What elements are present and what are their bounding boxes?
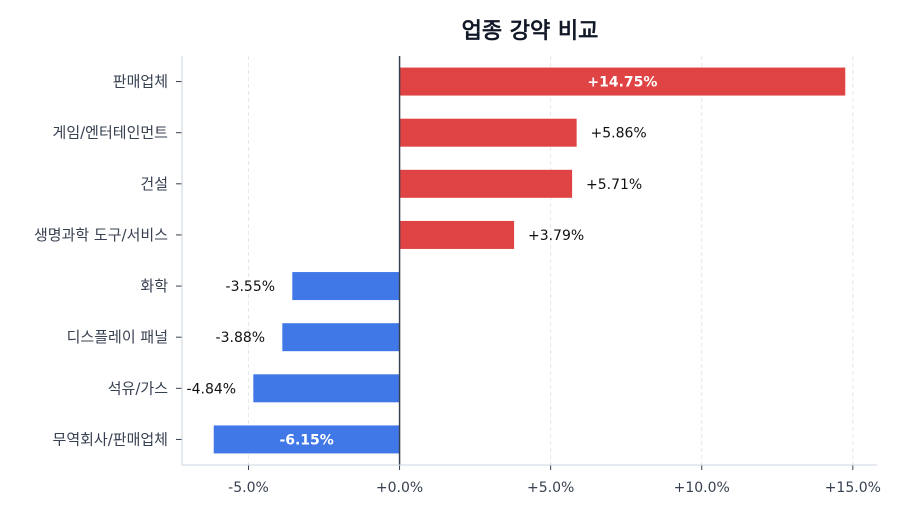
data-label: +3.79% [528, 228, 584, 244]
bar [399, 118, 577, 147]
bar [399, 220, 515, 249]
x-tick-label: -5.0% [228, 480, 269, 496]
y-tick-label: 무역회사/판매업체 [53, 430, 168, 448]
bar [292, 272, 400, 301]
x-tick-label: +15.0% [825, 480, 881, 496]
y-tick-label: 건설 [140, 175, 168, 193]
y-tick-label: 생명과학 도구/서비스 [34, 226, 168, 244]
data-label: +5.86% [591, 126, 647, 142]
y-tick-label: 게임/엔터테인먼트 [53, 124, 169, 142]
bar [253, 374, 400, 403]
bar [282, 323, 400, 352]
data-label: -3.88% [216, 330, 266, 346]
data-label: -3.55% [226, 279, 276, 295]
chart-title: 업종 강약 비교 [462, 19, 599, 44]
y-tick-label: 석유/가스 [108, 379, 168, 397]
y-tick-label: 디스플레이 패널 [67, 328, 168, 346]
y-tick-label: 화학 [140, 277, 168, 295]
data-label: +14.75% [587, 75, 657, 91]
x-tick-label: +0.0% [376, 480, 423, 496]
x-tick-label: +5.0% [527, 480, 574, 496]
bar [399, 67, 846, 96]
y-tick-label: 판매업체 [113, 73, 168, 91]
bar [213, 425, 400, 454]
data-label: -4.84% [187, 381, 237, 397]
x-tick-label: +10.0% [674, 480, 730, 496]
data-label: +5.71% [586, 177, 642, 193]
bar [399, 169, 573, 198]
data-label: -6.15% [279, 432, 333, 448]
